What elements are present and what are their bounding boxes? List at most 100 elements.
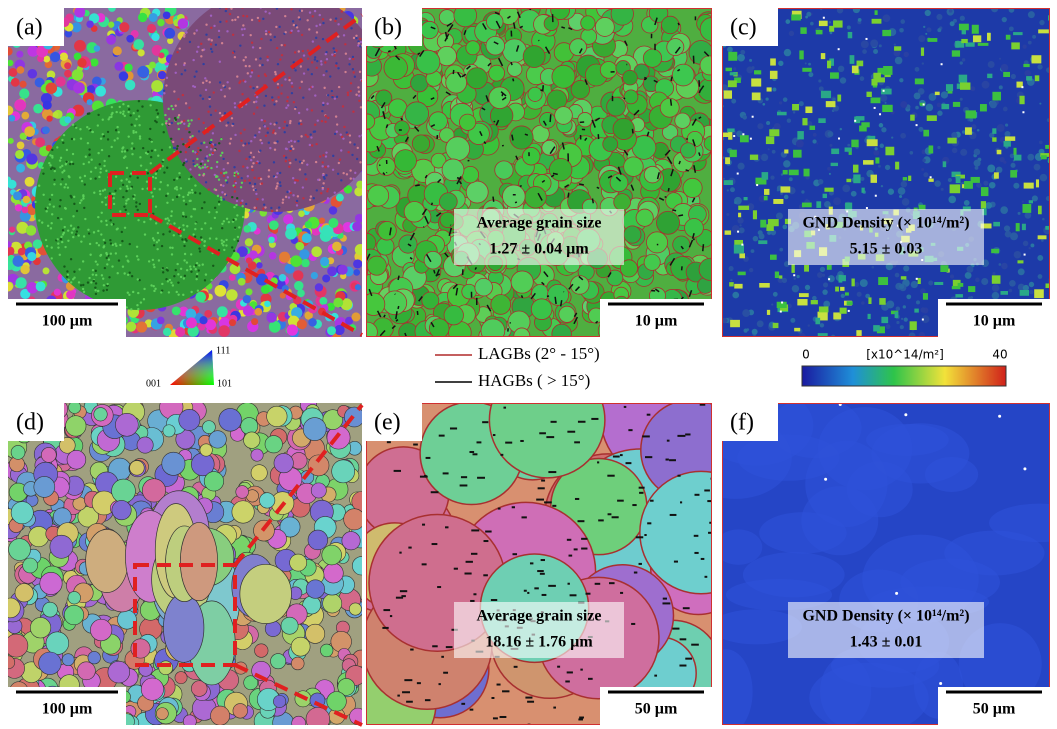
grain (793, 277, 795, 279)
fine-grain (207, 167, 209, 169)
hagb (398, 276, 399, 280)
fine-grain (153, 285, 155, 287)
gnd-spot (923, 103, 925, 105)
fine-grain (275, 26, 277, 28)
fine-grain (106, 257, 108, 259)
grain (1018, 268, 1025, 275)
gnd-spot (873, 325, 880, 331)
fine-grain (278, 127, 280, 129)
gnd-spot (1035, 75, 1040, 81)
fine-grain (253, 113, 255, 115)
fine-grain (245, 158, 247, 160)
fine-grain (59, 166, 61, 168)
gnd-spot (824, 188, 833, 192)
fine-grain (281, 54, 283, 56)
fine-grain (279, 181, 281, 183)
grain (977, 129, 980, 132)
fine-grain (301, 34, 303, 36)
fine-grain (194, 208, 196, 210)
fine-grain (182, 196, 184, 198)
gnd-spot (879, 298, 885, 305)
gnd-spot (928, 38, 938, 42)
fine-grain (307, 49, 309, 51)
gnd-spot (929, 145, 934, 153)
fine-grain (285, 196, 287, 198)
fine-grain (289, 162, 291, 164)
gnd-spot (968, 286, 975, 292)
gnd-spot (752, 116, 754, 118)
gnd-spot (1023, 64, 1029, 67)
fine-grain (322, 22, 324, 24)
fine-grain (131, 275, 133, 277)
fine-grain (290, 140, 292, 142)
fine-grain (288, 76, 290, 78)
grain (899, 28, 904, 33)
fine-grain (198, 130, 200, 132)
fine-grain (327, 117, 329, 119)
grain (999, 85, 1003, 89)
gnd-spot (838, 138, 840, 140)
fine-grain (116, 228, 118, 230)
grain (439, 193, 457, 211)
fine-grain (138, 100, 140, 102)
fine-grain (189, 265, 191, 267)
grain (660, 98, 679, 117)
grain (879, 44, 882, 47)
fine-grain (214, 149, 216, 151)
grain (727, 189, 729, 191)
fine-grain (137, 110, 139, 112)
fine-grain (88, 277, 90, 279)
grain (405, 102, 429, 126)
gnd-spot (777, 112, 787, 116)
fine-grain (331, 90, 333, 92)
fine-grain (248, 65, 250, 67)
fine-grain (285, 156, 287, 158)
gnd-spot (770, 255, 777, 260)
fine-grain (168, 118, 170, 120)
grain (1039, 140, 1043, 144)
fine-grain (314, 10, 316, 12)
fine-grain (185, 31, 187, 33)
fine-grain (217, 195, 219, 197)
gnd-spot (1032, 55, 1042, 63)
fine-grain (102, 289, 104, 291)
fine-grain (279, 58, 281, 60)
grain (903, 52, 908, 57)
fine-grain (210, 139, 212, 141)
fine-grain (170, 282, 172, 284)
grain (820, 323, 824, 327)
gnd-spot (779, 275, 782, 278)
gnd-spot (804, 265, 809, 272)
grain (838, 66, 844, 72)
grain (157, 19, 164, 26)
fine-grain (223, 172, 225, 174)
grain (256, 262, 262, 268)
fine-grain (45, 208, 47, 210)
grain (787, 119, 791, 123)
fine-grain (51, 194, 53, 196)
fine-grain (72, 228, 74, 230)
grain (4, 47, 12, 55)
fine-grain (327, 197, 329, 199)
grain (817, 272, 823, 278)
grain (269, 252, 277, 260)
fine-grain (59, 254, 61, 256)
fine-grain (51, 257, 53, 259)
fine-grain (216, 211, 218, 213)
fine-grain (97, 124, 99, 126)
fine-grain (66, 276, 68, 278)
grain (269, 220, 279, 230)
fine-grain (190, 176, 192, 178)
fine-grain (160, 291, 162, 293)
grain (440, 212, 455, 227)
fine-grain (334, 20, 336, 22)
fine-grain (185, 203, 187, 205)
fine-grain (60, 236, 62, 238)
grain (19, 89, 29, 99)
fine-grain (102, 133, 104, 135)
fine-grain (222, 85, 224, 87)
grain (86, 20, 93, 27)
fine-grain (262, 198, 264, 200)
fine-grain (358, 135, 360, 137)
grain (827, 167, 831, 171)
